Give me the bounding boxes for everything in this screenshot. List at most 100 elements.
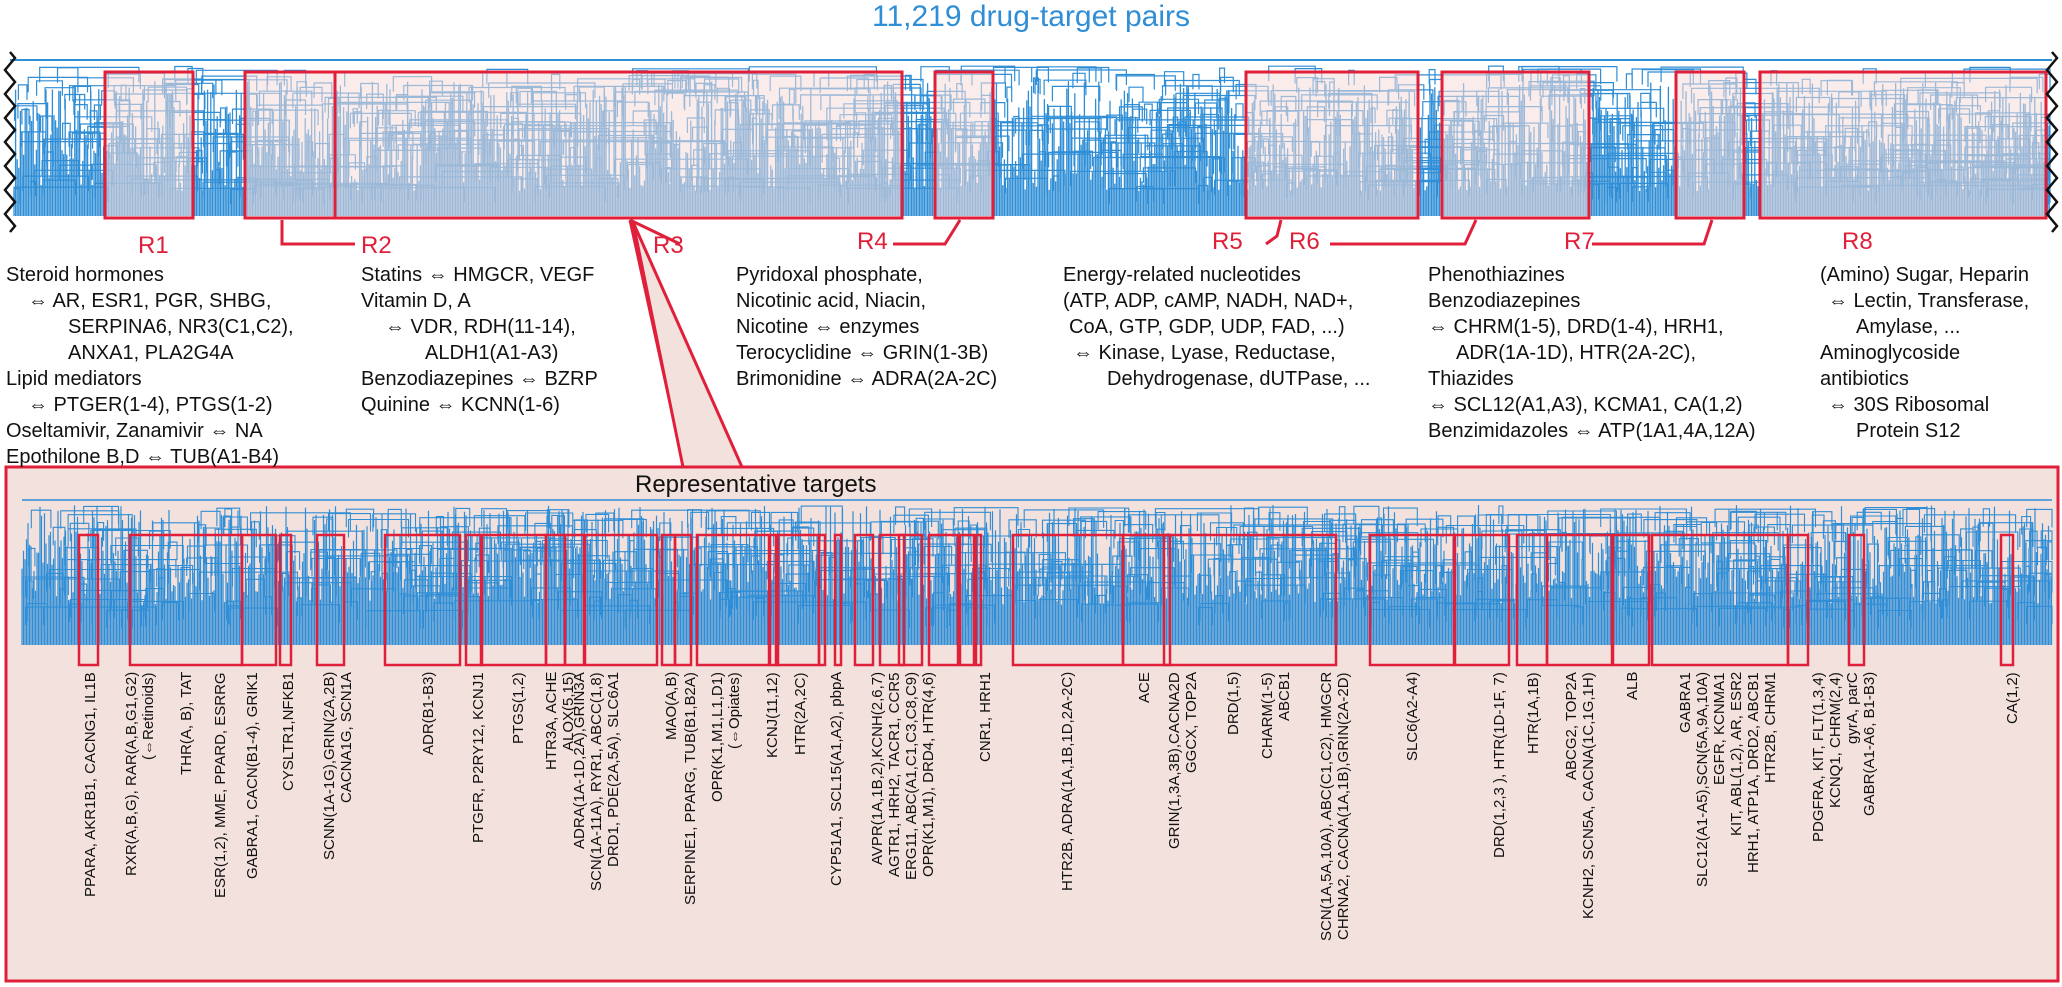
annotation-line: Benzodiazepines ⇔ BZRP [361,368,598,390]
detail-dendrogram-links [21,505,2053,629]
region-label-r8: R8 [1842,228,1873,255]
target-label: RXR(A,B,G), RAR(A,B,G1,G2) [123,672,140,877]
target-label: PPARA, AKR1B1, CACNG1, IL1B [81,672,99,897]
target-label: PDGFRA, KIT, FLT(1,3,4) [1810,672,1827,842]
annotation-line: Pyridoxal phosphate, [736,264,923,286]
annotation-line: ⇔ 30S Ribosomal [1828,394,1990,416]
target-label: KCNQ1, CHRM(2,4) [1827,672,1844,808]
target-label: ESR(1,2), MME, PPARD, ESRRG [211,672,229,898]
annotation-r4: Pyridoxal phosphate, Nicotinic acid, Niac… [736,262,997,392]
annotation-line: ⇔ Lectin, Transferase, [1828,290,2030,312]
right-break-mark [2045,51,2059,233]
target-label: PTGS(1,2) [509,672,527,744]
target-label: HTR(2A,2C) [791,672,809,755]
region-box-r5 [1244,70,1420,220]
region-label-r6: R6 [1289,228,1320,255]
region-connector [893,219,962,246]
target-cluster-box [927,533,960,667]
annotation-line: Nicotinic acid, Niacin, [736,290,927,312]
annotation-line: Protein S12 [1856,420,1961,442]
annotation-line: Epothilone B,D ⇔ TUB(A1-B4) [6,446,280,468]
target-label: gyrA, parC [1844,672,1861,744]
target-cluster-box [383,533,462,667]
region-label-r5: R5 [1212,228,1243,255]
annotation-line: Statins ⇔ HMGCR, VEGF [361,264,595,286]
region-box-r7 [1674,70,1746,220]
left-break-mark [3,51,17,233]
target-cluster-box [1847,533,1866,667]
annotation-line: antibiotics [1820,368,1909,390]
target-label: GRIN(1,3A,3B),CACNA2D [1166,672,1183,849]
annotation-line: Brimonidine ⇔ ADRA(2A-2C) [736,368,998,390]
target-label: CNR1, HRH1 [976,672,994,763]
target-label: HRH1, ATP1A, DRD2, ABCB1 [1745,672,1762,873]
target-label: THR(A, B), TAT [177,672,195,776]
annotation-r2: Statins ⇔ HMGCR, VEGF Vitamin D, A ⇔ VDR, … [361,262,598,418]
target-label: HTR2B, CHRM1 [1762,672,1779,783]
target-label: SCN(1A-11A), RYR1, ABCC(1,8) [587,672,605,891]
target-label: SERPINE1, PPARG, TUB(B1,B2A) [681,672,699,905]
target-cluster-box [583,533,659,667]
target-label: HTR(1A,1B) [1524,672,1542,754]
region-connector [629,218,681,246]
region-label-r2: R2 [361,232,392,259]
target-cluster-box [77,533,100,667]
target-label: ALB [1623,672,1641,701]
region-box-r6 [1440,70,1591,220]
detail-panel-title: Representative targets [635,471,877,498]
target-label: ADR(B1-B3) [419,672,437,756]
annotation-line: Quinine ⇔ KCNN(1-6) [361,394,560,416]
target-cluster-box [240,533,278,667]
annotation-line: Aminoglycoside [1820,342,1961,364]
target-label: ADRA(1A-1D,2A),GRIN3A [570,672,588,849]
region-box-r3 [333,70,904,220]
region-connector [280,220,355,246]
target-cluster-box [974,533,983,667]
annotation-line: ⇔ SCL12(A1,A3), KCMA1, CA(1,2) [1428,394,1743,416]
region-box-r2 [243,70,337,220]
annotation-line: Dehydrogenase, dUTPase, ... [1107,368,1371,390]
region-connector [1265,219,1283,246]
target-label: OPR(K1,M1,L1,D1) [709,672,726,803]
target-label: KIT, ABL(1,2), AR, ESR2 [1728,672,1745,837]
zoom-wedge [631,221,745,469]
annotation-line: ⇔ VDR, RDH(11-14), [385,316,576,338]
annotation-r7: Phenothiazines Benzodiazepines ⇔ CHRM(1-5)… [1428,262,1756,444]
target-label: CHRNA2, CACNA(1A,1B),GRIN(2A-2D) [1335,672,1352,940]
annotation-line: Benzimidazoles ⇔ ATP(1A1,4A,12A) [1428,420,1756,442]
target-label: EGFR, KCNMA1 [1711,672,1728,785]
target-label: AVPR(1A,1B,2),KCNH(2,6,7) [869,672,886,866]
annotation-line: Lipid mediators [6,368,142,390]
annotation-line: ALDH1(A1-A3) [425,342,559,364]
target-label: ERG11, ABC(A1,C1,C3,C8,C9) [903,672,920,881]
target-label: PTGFR, P2RY12, KCNJ1 [469,672,487,843]
target-cluster-box [1611,533,1651,667]
target-label: OPR(K1,M1), DRD4, HTR(4,6) [920,672,937,878]
annotation-line: ⇔ PTGER(1-4), PTGS(1-2) [28,394,273,416]
target-cluster-box [278,533,293,667]
annotation-line: (ATP, ADP, cAMP, NADH, NAD+, [1063,290,1354,312]
region-box-r8 [1758,70,2048,220]
target-label: DRD1, PDE(2A,5A), SLC6A1 [604,672,622,868]
annotation-line: Oseltamivir, Zanamivir ⇔ NA [6,420,263,442]
region-label-r3: R3 [653,232,684,259]
target-cluster-box [1999,533,2015,667]
target-label: CHARM(1-5) [1259,672,1276,759]
top-region-boxes [103,70,2048,220]
target-cluster-box [853,533,875,667]
target-cluster-box [897,533,906,667]
target-label: SLC6(A2-A4) [1403,672,1421,762]
target-label: KCNH2, SCN5A, CACNA(1C,1G,1H) [1580,672,1597,919]
target-cluster-box [768,533,780,667]
target-label: MAO(A,B) [662,672,680,741]
annotation-line: Thiazides [1428,368,1514,390]
target-label: ABCG2, TOP2A [1563,672,1580,780]
annotation-line: ⇔ CHRM(1-5), DRD(1-4), HRH1, [1428,316,1724,338]
target-cluster-box [1162,533,1338,667]
target-note: (⇔Opiates) [726,672,743,749]
target-label: CA(1,2) [2003,672,2021,724]
target-label: ABCB1 [1276,672,1293,722]
region-connectors [280,218,1714,469]
target-cluster-box [673,533,693,667]
target-label: ACE [1135,672,1153,703]
